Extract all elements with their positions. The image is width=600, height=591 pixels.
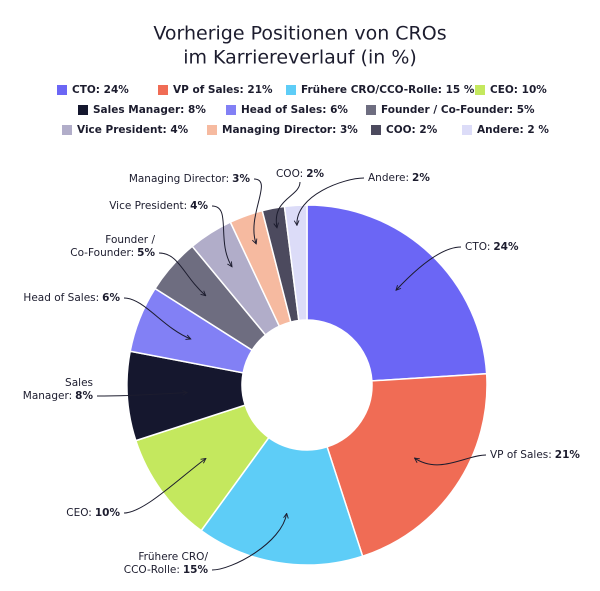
chart-title: im Karriereverlauf (in %) bbox=[183, 47, 417, 69]
legend-label: Founder / Co-Founder: 5% bbox=[381, 104, 535, 116]
slice-label-text: Managing Director: bbox=[129, 173, 229, 185]
leader-arrow bbox=[276, 181, 301, 228]
legend-label: COO: 2% bbox=[386, 124, 438, 136]
leader-arrow bbox=[123, 297, 191, 339]
leader-arrow bbox=[297, 177, 365, 225]
slice-label-text: Sales bbox=[65, 377, 93, 389]
donut-slice bbox=[326, 372, 488, 558]
leader-arrow bbox=[415, 454, 487, 466]
slice-label-text: CCO-Rolle: bbox=[124, 564, 180, 576]
leader-arrow bbox=[396, 246, 462, 290]
legend-label: Andere: 2 % bbox=[477, 124, 549, 136]
legend-swatch bbox=[371, 125, 381, 135]
legend-swatch bbox=[475, 85, 485, 95]
donut-slice bbox=[306, 204, 488, 382]
legend-label: Vice President: 4% bbox=[77, 124, 189, 136]
slice-label: Andere: 2% bbox=[368, 172, 430, 184]
slice-label-text: Founder / bbox=[105, 234, 155, 246]
leader-arrow bbox=[158, 252, 206, 296]
slice-label: CTO: 24% bbox=[465, 241, 519, 253]
slice-label-text: Vice President: bbox=[109, 200, 187, 212]
slice-label: VP of Sales: 21% bbox=[490, 449, 580, 461]
slice-label: CCO-Rolle: 15% bbox=[124, 564, 209, 576]
legend-swatch bbox=[158, 85, 168, 95]
slice-label-value: 2% bbox=[412, 172, 430, 184]
slice-label: Vice President: 4% bbox=[109, 200, 208, 212]
legend-swatch bbox=[366, 105, 376, 115]
donut-slice bbox=[200, 436, 364, 566]
chart-title: Vorherige Positionen von CROs bbox=[153, 23, 446, 45]
slice-label: COO: 2% bbox=[276, 168, 325, 180]
slice-label-value: 15% bbox=[183, 564, 209, 576]
slice-label-text: Manager: bbox=[23, 390, 72, 402]
slice-label-text: Head of Sales: bbox=[23, 292, 99, 304]
slice-label-value: 24% bbox=[493, 241, 519, 253]
leader-arrow bbox=[211, 205, 232, 267]
slice-label: Sales bbox=[65, 377, 93, 389]
slice-label-value: 3% bbox=[232, 173, 250, 185]
slice-label-value: 5% bbox=[137, 247, 155, 259]
slice-label-text: Frühere CRO/ bbox=[138, 551, 208, 563]
slice-label-text: COO: bbox=[276, 168, 303, 180]
legend-swatch bbox=[207, 125, 217, 135]
slice-label-value: 2% bbox=[306, 168, 324, 180]
leader-arrow bbox=[254, 178, 262, 244]
leader-arrow bbox=[211, 513, 287, 571]
slice-label: Co-Founder: 5% bbox=[70, 247, 155, 259]
slice-label-value: 8% bbox=[75, 390, 93, 402]
leader-arrow bbox=[123, 458, 206, 514]
legend-swatch bbox=[62, 125, 72, 135]
legend-label: Frühere CRO/CCO-Rolle: 15 % bbox=[301, 84, 475, 96]
legend-swatch bbox=[286, 85, 296, 95]
legend-swatch bbox=[226, 105, 236, 115]
slice-label-value: 10% bbox=[95, 507, 121, 519]
legend-swatch bbox=[57, 85, 67, 95]
legend-label: Managing Director: 3% bbox=[222, 124, 358, 136]
slice-label: Frühere CRO/ bbox=[138, 551, 208, 563]
slice-label: Manager: 8% bbox=[23, 390, 94, 402]
slice-label-text: VP of Sales: bbox=[490, 449, 552, 461]
leader-arrow bbox=[96, 393, 187, 397]
legend-label: Sales Manager: 8% bbox=[93, 104, 206, 116]
slice-label-text: Co-Founder: bbox=[70, 247, 134, 259]
slice-label-value: 21% bbox=[555, 449, 581, 461]
donut-slice bbox=[283, 204, 308, 322]
slice-label: Founder / bbox=[105, 234, 155, 246]
slice-label-value: 4% bbox=[190, 200, 208, 212]
legend-label: CEO: 10% bbox=[490, 84, 547, 96]
legend-label: Head of Sales: 6% bbox=[241, 104, 348, 116]
slice-label: Head of Sales: 6% bbox=[23, 292, 120, 304]
slice-label: CEO: 10% bbox=[66, 507, 120, 519]
slice-label-text: Andere: bbox=[368, 172, 409, 184]
legend-swatch bbox=[462, 125, 472, 135]
legend-swatch bbox=[78, 105, 88, 115]
slice-label-value: 6% bbox=[102, 292, 120, 304]
legend-label: VP of Sales: 21% bbox=[173, 84, 273, 96]
slice-label-text: CTO: bbox=[465, 241, 490, 253]
slice-label-text: CEO: bbox=[66, 507, 92, 519]
slice-label: Managing Director: 3% bbox=[129, 173, 251, 185]
legend-label: CTO: 24% bbox=[72, 84, 129, 96]
